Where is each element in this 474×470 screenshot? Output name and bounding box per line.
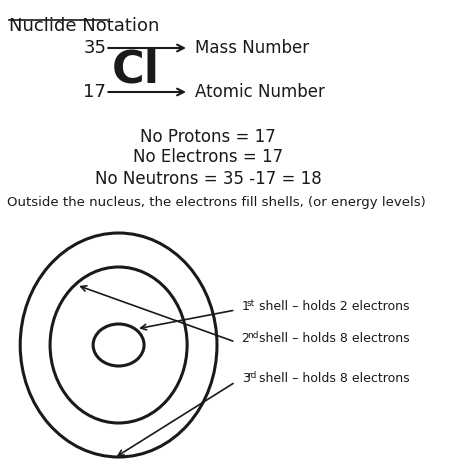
Text: 35: 35 [83, 39, 106, 57]
Text: No Neutrons = 35 -17 = 18: No Neutrons = 35 -17 = 18 [95, 170, 321, 188]
Text: nd: nd [247, 330, 258, 339]
Text: st: st [247, 298, 255, 307]
Text: No Electrons = 17: No Electrons = 17 [133, 148, 283, 166]
Text: Nuclide Notation: Nuclide Notation [9, 17, 159, 35]
Text: No Protons = 17: No Protons = 17 [140, 128, 276, 146]
Text: Outside the nucleus, the electrons fill shells, (or energy levels): Outside the nucleus, the electrons fill … [7, 196, 426, 209]
Text: 17: 17 [83, 83, 106, 101]
Text: Atomic Number: Atomic Number [195, 83, 325, 101]
Text: 3: 3 [242, 373, 249, 385]
Ellipse shape [93, 324, 144, 366]
Text: rd: rd [247, 370, 256, 379]
Text: 2: 2 [242, 332, 249, 345]
Text: shell – holds 8 electrons: shell – holds 8 electrons [255, 373, 410, 385]
Text: shell – holds 2 electrons: shell – holds 2 electrons [255, 300, 409, 313]
Text: shell – holds 8 electrons: shell – holds 8 electrons [255, 332, 410, 345]
Text: Mass Number: Mass Number [195, 39, 309, 57]
Text: 1: 1 [242, 300, 249, 313]
Text: Cl: Cl [112, 48, 160, 92]
